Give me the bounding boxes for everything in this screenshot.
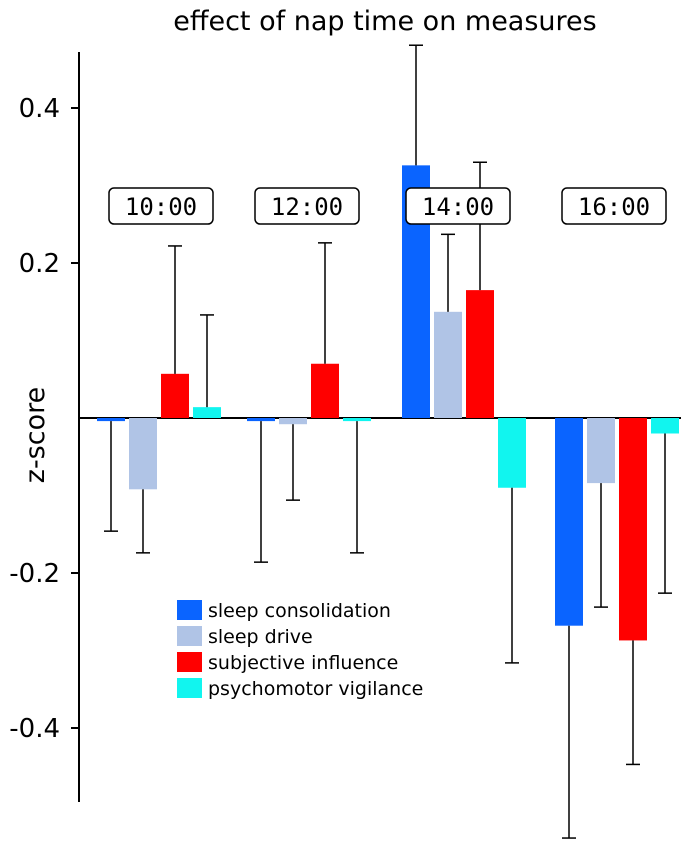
legend-label: psychomotor vigilance: [208, 678, 423, 700]
bar-sleep-consolidation-1000: [97, 418, 125, 422]
legend: sleep consolidation sleep drive subjective…: [177, 600, 423, 700]
bar-psychomotor-vigilance-1600: [651, 418, 679, 434]
legend-swatch: [177, 678, 202, 698]
legend-swatch: [177, 600, 202, 620]
legend-entry-psychomotor-vigilance: psychomotor vigilance: [177, 678, 423, 700]
time-label-1000: 10:00: [108, 187, 214, 225]
time-label-box: [108, 187, 214, 225]
time-label-1400: 14:00: [405, 187, 511, 225]
legend-entry-subjective-influence: subjective influence: [177, 652, 398, 674]
legend-swatch: [177, 652, 202, 672]
time-label-box: [405, 187, 511, 225]
y-axis-label: z-score: [20, 387, 51, 483]
y-tick-label: 0.2: [19, 249, 60, 279]
bar-psychomotor-vigilance-1000: [193, 407, 221, 418]
time-label-text: 16:00: [578, 193, 650, 221]
bar-subjective-influence-1200: [311, 363, 339, 418]
bar-sleep-drive-1200: [279, 418, 307, 425]
bar-sleep-consolidation-1600: [555, 418, 583, 626]
legend-swatch: [177, 626, 202, 646]
bar-subjective-influence-1000: [161, 373, 189, 418]
time-label-text: 12:00: [271, 193, 343, 221]
legend-entry-sleep-consolidation: sleep consolidation: [177, 600, 391, 622]
time-label-box: [561, 187, 667, 225]
y-tick-label: -0.2: [9, 559, 60, 589]
time-label-text: 10:00: [125, 193, 197, 221]
bar-sleep-consolidation-1200: [247, 418, 275, 422]
bar-psychomotor-vigilance-1400: [498, 418, 526, 488]
y-tick-label: -0.4: [9, 714, 60, 744]
bar-subjective-influence-1400: [466, 290, 494, 418]
legend-label: sleep drive: [208, 626, 313, 648]
plot-area: 0.4 0.2 -0.2 -0.4 10:00 12:00 14:00 16:00: [9, 44, 681, 839]
bar-subjective-influence-1600: [619, 418, 647, 641]
time-label-box: [254, 187, 360, 225]
bar-psychomotor-vigilance-1200: [343, 418, 371, 422]
time-label-1600: 16:00: [561, 187, 667, 225]
time-label-1200: 12:00: [254, 187, 360, 225]
chart-title: effect of nap time on measures: [173, 6, 596, 37]
bar-sleep-drive-1600: [587, 418, 615, 484]
bar-sleep-drive-1000: [129, 418, 157, 490]
bar-sleep-drive-1400: [434, 311, 462, 418]
legend-label: sleep consolidation: [208, 600, 391, 622]
legend-label: subjective influence: [208, 652, 398, 674]
y-tick-label: 0.4: [19, 94, 60, 124]
time-label-text: 14:00: [422, 193, 494, 221]
legend-entry-sleep-drive: sleep drive: [177, 626, 313, 648]
